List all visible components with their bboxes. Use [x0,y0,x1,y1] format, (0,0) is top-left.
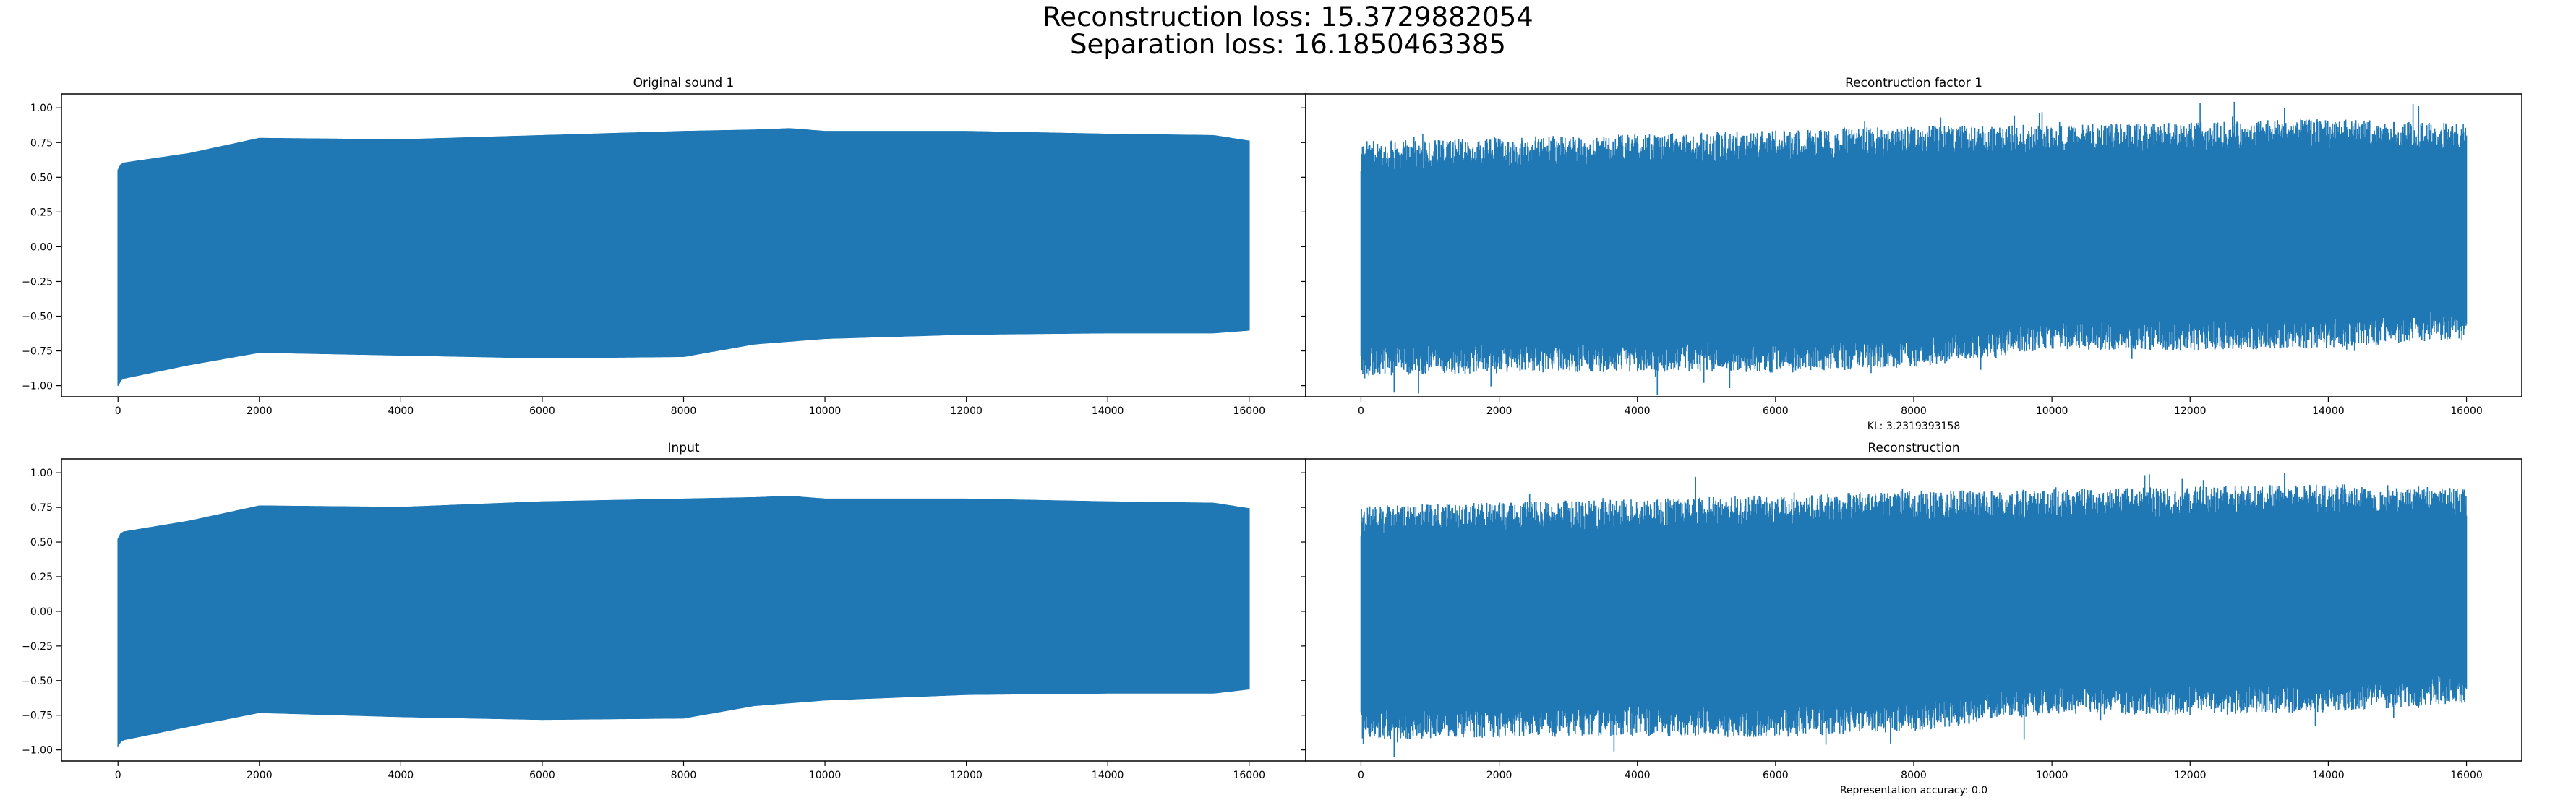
x-tick-label: 16000 [2450,405,2483,417]
x-tick-label: 4000 [388,770,414,781]
y-tick-label: 0.50 [30,537,53,549]
x-tick-label: 12000 [950,405,983,417]
x-tick-label: 8000 [671,405,697,417]
x-tick-label: 0 [1358,770,1364,781]
waveform-spikes [1360,473,2468,757]
x-tick-label: 8000 [1901,405,1927,417]
x-tick-label: 14000 [2312,405,2345,417]
x-tick-label: 8000 [671,770,697,781]
y-tick-label: −1.00 [22,745,53,757]
x-tick-label: 4000 [1625,770,1651,781]
x-tick-label: 10000 [809,405,842,417]
x-tick-label: 12000 [2174,405,2207,417]
waveform-series [1360,101,2468,395]
x-tick-label: 16000 [2450,770,2483,781]
subplot-title: Input [667,441,699,455]
x-tick-label: 14000 [2312,770,2345,781]
x-tick-label: 16000 [1233,405,1265,417]
y-tick-label: 1.00 [30,468,53,479]
x-tick-label: 6000 [529,405,555,417]
waveform-series [1360,473,2468,757]
y-tick-label: −0.50 [22,676,53,687]
figure-title-line-1: Reconstruction loss: 15.3729882054 [1043,1,1533,33]
x-tick-label: 8000 [1901,770,1927,781]
y-tick-label: 1.00 [30,103,53,114]
y-tick-label: 0.75 [30,502,53,514]
x-tick-label: 16000 [1233,770,1265,781]
x-tick-label: 2000 [1486,770,1512,781]
y-tick-label: −0.25 [22,276,53,288]
subplot-4: Reconstruction 0 2000 4000 6000 8000 10000 1200… [1301,441,2522,796]
subplot-title: Recontruction factor 1 [1845,76,1982,90]
y-tick-label: −0.25 [22,641,53,653]
y-tick-label: 0.00 [30,606,53,618]
x-tick-label: 4000 [1625,405,1651,417]
y-tick-label: 0.00 [30,241,53,253]
waveform-fill [117,128,1250,386]
x-tick-label: 6000 [1763,770,1789,781]
waveform-series [117,496,1250,748]
figure-title-line-2: Separation loss: 16.1850463385 [1070,29,1506,60]
x-tick-label: 0 [1358,405,1364,417]
x-tick-label: 0 [115,405,121,417]
subplot-title: Original sound 1 [633,76,735,90]
x-tick-label: 0 [115,770,121,781]
waveform-fill [117,496,1250,748]
subplot-3: Input 0 2000 4000 6000 8000 10000 12000 14000 160… [22,441,1306,781]
x-tick-label: 10000 [809,770,842,781]
y-tick-label: −0.50 [22,311,53,323]
x-tick-label: 12000 [950,770,983,781]
x-axis-label: Representation accuracy: 0.0 [1840,785,1987,796]
y-tick-label: −0.75 [22,346,53,358]
x-tick-label: 14000 [1092,405,1124,417]
y-tick-label: 0.75 [30,137,53,149]
x-tick-label: 14000 [1092,770,1124,781]
subplot-1: Original sound 1 0 2000 4000 6000 8000 10000 12… [22,76,1306,417]
x-tick-label: 4000 [388,405,414,417]
x-tick-label: 6000 [1763,405,1789,417]
x-tick-label: 10000 [2036,405,2068,417]
x-tick-label: 10000 [2036,770,2068,781]
y-tick-label: 0.25 [30,572,53,583]
y-tick-label: 0.50 [30,172,53,184]
x-tick-label: 2000 [247,405,273,417]
y-tick-label: −1.00 [22,381,53,392]
y-tick-label: −0.75 [22,710,53,722]
y-tick-label: 0.25 [30,207,53,218]
waveform-series [117,128,1250,386]
subplot-2: Recontruction factor 1 0 2000 4000 6000 8000 1… [1301,76,2522,432]
subplot-title: Reconstruction [1867,441,1959,455]
x-tick-label: 2000 [1486,405,1512,417]
waveform-spikes [1360,101,2468,395]
x-tick-label: 12000 [2174,770,2207,781]
x-tick-label: 6000 [529,770,555,781]
x-axis-label: KL: 3.2319393158 [1867,421,1961,432]
x-tick-label: 2000 [247,770,273,781]
